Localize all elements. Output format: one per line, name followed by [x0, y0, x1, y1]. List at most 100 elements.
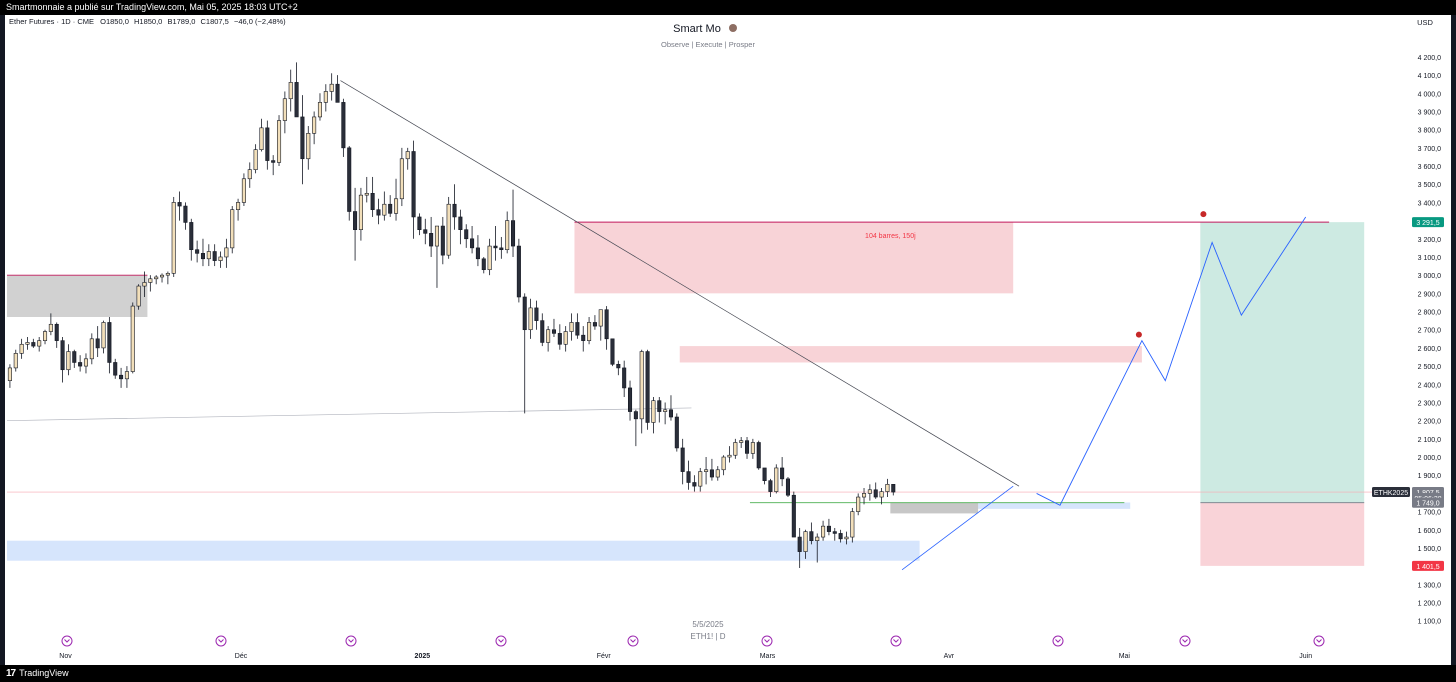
- watermark-date: 5/5/2025: [692, 620, 724, 629]
- watermark-name: Smart Mo: [673, 23, 721, 35]
- candle-body-30: [183, 205, 188, 223]
- event-icon-6: [890, 635, 902, 647]
- candle-body-73: [434, 225, 439, 247]
- x-tick-2: 2025: [415, 653, 431, 660]
- candle-body-5: [37, 340, 42, 347]
- y-tick-18: 2 400,0: [1418, 382, 1441, 389]
- candle-body-54: [323, 91, 328, 103]
- event-chevron-icon-8: [1182, 639, 1188, 643]
- chart-frame: 104 barres, 150j 4 200,0 4 100,0 4 000,0 3 …: [5, 15, 1451, 665]
- price-labels: 3 291,51 807,505:06:381 749,01 401,5ETHK…: [1372, 217, 1444, 571]
- event-icon-4: [627, 635, 639, 647]
- symbol-title: Ether Futures · 1D · CME O1850,0 H1850,0…: [9, 17, 286, 26]
- candle-body-82: [487, 245, 492, 271]
- candle-body-94: [557, 333, 562, 345]
- y-tick-19: 2 300,0: [1418, 400, 1441, 407]
- candle-body-2: [19, 343, 24, 354]
- candle-body-45: [271, 160, 276, 163]
- candle-body-145: [856, 496, 861, 512]
- candle-body-22: [136, 285, 141, 307]
- candle-body-29: [177, 202, 182, 207]
- candle-body-0: [7, 367, 12, 381]
- price-tag-bg-3: [1412, 497, 1444, 508]
- projection-path: [1036, 216, 1307, 506]
- candle-body-10: [66, 351, 71, 371]
- footer-brand[interactable]: TradingView: [19, 668, 69, 678]
- y-tick-29: 1 300,0: [1418, 582, 1441, 589]
- candle-body-88: [522, 296, 527, 331]
- candle-body-36: [218, 256, 223, 261]
- candle-body-60: [358, 194, 363, 230]
- y-tick-0: 4 200,0: [1418, 55, 1441, 62]
- y-tick-6: 3 600,0: [1418, 164, 1441, 171]
- price-tag-bg-4: [1412, 560, 1444, 571]
- candle-body-48: [288, 82, 293, 100]
- y-tick-20: 2 200,0: [1418, 419, 1441, 426]
- candle-body-129: [762, 467, 767, 481]
- candle-body-78: [464, 229, 469, 240]
- candle-body-138: [815, 536, 820, 542]
- event-chevron-icon-5: [764, 639, 770, 643]
- chart-svg[interactable]: 104 barres, 150j 4 200,0 4 100,0 4 000,0 3 …: [5, 15, 1451, 665]
- candle-body-35: [212, 251, 217, 261]
- zone-supply-1: [679, 346, 1142, 363]
- zone-supply-0: [574, 222, 1014, 294]
- candle-body-9: [60, 340, 65, 371]
- event-icon-8: [1179, 635, 1191, 647]
- price-tag-bg-0: [1412, 217, 1444, 228]
- candle-body-49: [294, 82, 299, 118]
- currency-label[interactable]: USD: [1417, 18, 1433, 27]
- candle-body-84: [499, 247, 504, 251]
- candle-body-132: [780, 467, 785, 480]
- candle-body-13: [83, 358, 88, 367]
- y-tick-14: 2 800,0: [1418, 310, 1441, 317]
- candle-body-103: [610, 338, 615, 365]
- candle-body-16: [101, 322, 106, 349]
- y-tick-13: 2 900,0: [1418, 291, 1441, 298]
- event-chevron-icon-2: [348, 639, 354, 643]
- candle-body-42: [253, 149, 258, 170]
- candle-body-32: [195, 249, 200, 254]
- candle-body-97: [575, 322, 580, 336]
- event-icon-1: [215, 635, 227, 647]
- publisher-bar: Smartmonnaie a publié sur TradingView.co…: [0, 0, 1456, 15]
- publisher-text: Smartmonnaie a publié sur TradingView.co…: [6, 2, 298, 12]
- candle-body-150: [885, 484, 890, 492]
- candle-body-126: [744, 440, 750, 454]
- candle-body-140: [826, 525, 831, 532]
- candle-body-92: [546, 329, 551, 343]
- candle-body-122: [721, 456, 726, 471]
- candle-body-124: [733, 442, 738, 456]
- event-icon-0: [61, 635, 73, 647]
- candle-body-31: [189, 222, 194, 250]
- y-tick-30: 1 200,0: [1418, 601, 1441, 608]
- event-chevron-icon-6: [893, 639, 899, 643]
- x-tick-1: Déc: [235, 653, 248, 660]
- candle-body-56: [335, 83, 340, 103]
- candle-body-27: [165, 273, 170, 276]
- candle-body-18: [113, 362, 118, 376]
- y-tick-12: 3 000,0: [1418, 273, 1441, 280]
- candle-body-93: [551, 329, 556, 334]
- candle-body-47: [282, 98, 287, 121]
- y-tick-31: 1 100,0: [1418, 619, 1441, 626]
- trend-line-lower: [6, 407, 692, 422]
- candle-body-118: [698, 471, 703, 487]
- y-tick-17: 2 500,0: [1418, 364, 1441, 371]
- candle-body-38: [230, 209, 235, 249]
- candle-body-11: [72, 351, 77, 363]
- candle-body-91: [540, 320, 545, 343]
- y-tick-27: 1 500,0: [1418, 546, 1441, 553]
- candle-body-51: [306, 133, 311, 160]
- candle-body-1: [13, 353, 18, 369]
- zone-demand-4: [978, 502, 1131, 509]
- tradingview-logo-icon: 17: [6, 668, 16, 679]
- y-tick-23: 1 900,0: [1418, 473, 1441, 480]
- candle-body-23: [142, 282, 147, 287]
- candle-body-81: [481, 258, 486, 271]
- candle-body-113: [668, 409, 673, 418]
- y-tick-11: 3 100,0: [1418, 255, 1441, 262]
- x-axis: NovDéc2025FévrMarsAvrMaiJuinJuillAoût: [59, 635, 1325, 660]
- event-chevron-icon-7: [1055, 639, 1061, 643]
- candle-body-75: [446, 203, 451, 256]
